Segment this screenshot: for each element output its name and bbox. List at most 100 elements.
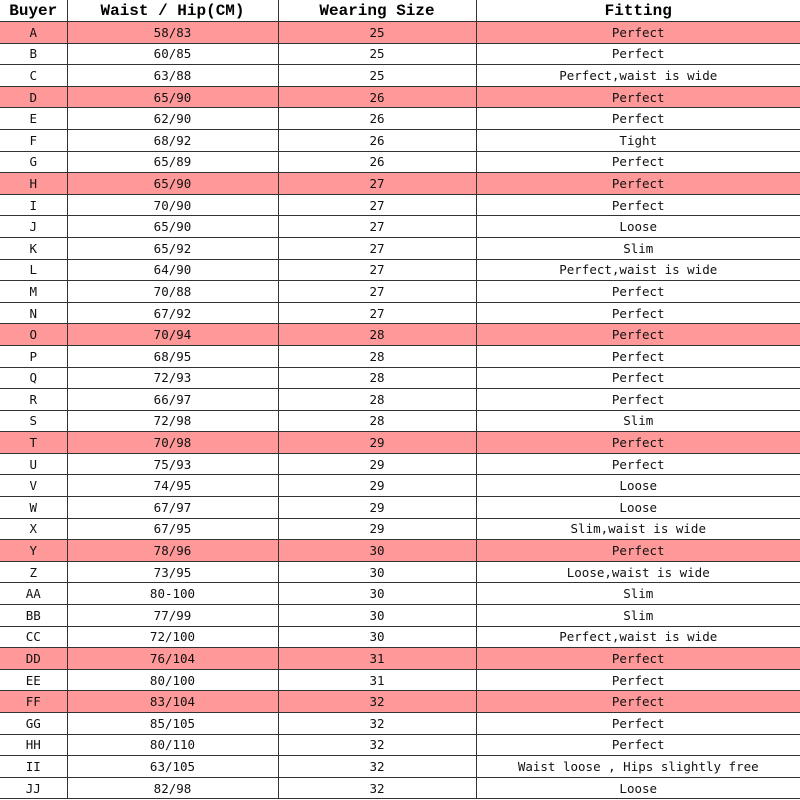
wearing-size-cell: 29	[277, 496, 477, 519]
fitting-cell: Perfect	[475, 85, 800, 109]
buyer-cell: Q	[0, 366, 68, 390]
waist-hip-cell: 72/98	[66, 409, 279, 433]
fitting-cell: Perfect	[475, 668, 800, 692]
buyer-cell: U	[0, 452, 68, 476]
fitting-cell: Loose	[475, 496, 800, 519]
fitting-cell: Slim	[475, 409, 800, 433]
header-buyer: Buyer	[0, 0, 68, 22]
fitting-cell: Perfect	[475, 107, 800, 130]
table-row: X 67/95 29 Slim,waist is wide	[0, 517, 800, 541]
fitting-cell: Perfect	[475, 431, 800, 454]
wearing-size-cell: 30	[277, 625, 477, 649]
waist-hip-cell: 63/105	[66, 755, 279, 778]
buyer-cell: B	[0, 42, 68, 66]
table-row: C 63/88 25 Perfect,waist is wide	[0, 64, 800, 87]
wearing-size-cell: 27	[277, 258, 477, 282]
fitting-cell: Perfect	[475, 366, 800, 390]
buyer-cell: R	[0, 388, 68, 411]
fitting-cell: Perfect,waist is wide	[475, 258, 800, 282]
fitting-cell: Perfect	[475, 150, 800, 174]
table-row: FF 83/104 32 Perfect	[0, 690, 800, 713]
buyer-cell: M	[0, 280, 68, 303]
waist-hip-cell: 82/98	[66, 776, 279, 800]
wearing-size-cell: 32	[277, 733, 477, 757]
wearing-size-cell: 27	[277, 215, 477, 238]
buyer-cell: AA	[0, 582, 68, 606]
wearing-size-cell: 32	[277, 776, 477, 800]
waist-hip-cell: 78/96	[66, 539, 279, 562]
wearing-size-cell: 26	[277, 107, 477, 130]
fitting-cell: Slim	[475, 604, 800, 627]
wearing-size-cell: 27	[277, 193, 477, 217]
waist-hip-cell: 58/83	[66, 21, 279, 44]
buyer-cell: N	[0, 301, 68, 325]
waist-hip-cell: 65/92	[66, 236, 279, 260]
waist-hip-cell: 66/97	[66, 388, 279, 411]
waist-hip-cell: 77/99	[66, 604, 279, 627]
table-row: I 70/90 27 Perfect	[0, 193, 800, 217]
wearing-size-cell: 28	[277, 366, 477, 390]
fitting-cell: Perfect,waist is wide	[475, 625, 800, 649]
table-body: A 58/83 25 Perfect B 60/85 25 Perfect C 63/88 25 Pe…	[0, 21, 800, 800]
waist-hip-cell: 65/90	[66, 215, 279, 238]
wearing-size-cell: 31	[277, 647, 477, 670]
wearing-size-cell: 27	[277, 236, 477, 260]
buyer-cell: BB	[0, 604, 68, 627]
fitting-cell: Loose	[475, 215, 800, 238]
buyer-cell: G	[0, 150, 68, 174]
table-row: II 63/105 32 Waist loose , Hips slightly fr…	[0, 755, 800, 778]
table-row: H 65/90 27 Perfect	[0, 172, 800, 195]
buyer-cell: E	[0, 107, 68, 130]
waist-hip-cell: 65/90	[66, 85, 279, 109]
buyer-cell: O	[0, 323, 68, 346]
waist-hip-cell: 70/94	[66, 323, 279, 346]
wearing-size-cell: 26	[277, 128, 477, 152]
table-row: A 58/83 25 Perfect	[0, 21, 800, 44]
wearing-size-cell: 30	[277, 560, 477, 584]
table-row: Y 78/96 30 Perfect	[0, 539, 800, 562]
table-row: Q 72/93 28 Perfect	[0, 366, 800, 390]
table-row: BB 77/99 30 Slim	[0, 604, 800, 627]
buyer-cell: HH	[0, 733, 68, 757]
fitting-cell: Perfect	[475, 647, 800, 670]
buyer-cell: JJ	[0, 776, 68, 800]
buyer-cell: Y	[0, 539, 68, 562]
waist-hip-cell: 75/93	[66, 452, 279, 476]
waist-hip-cell: 63/88	[66, 64, 279, 87]
wearing-size-cell: 28	[277, 388, 477, 411]
table-row: CC 72/100 30 Perfect,waist is wide	[0, 625, 800, 649]
buyer-cell: DD	[0, 647, 68, 670]
fitting-cell: Slim	[475, 236, 800, 260]
table-row: P 68/95 28 Perfect	[0, 344, 800, 368]
table-row: M 70/88 27 Perfect	[0, 280, 800, 303]
fitting-cell: Perfect	[475, 344, 800, 368]
fitting-cell: Perfect	[475, 323, 800, 346]
waist-hip-cell: 60/85	[66, 42, 279, 66]
header-wearing-size: Wearing Size	[277, 0, 477, 22]
header-fitting: Fitting	[475, 0, 800, 22]
wearing-size-cell: 28	[277, 409, 477, 433]
buyer-cell: D	[0, 85, 68, 109]
waist-hip-cell: 65/90	[66, 172, 279, 195]
fitting-cell: Slim	[475, 582, 800, 606]
fitting-cell: Perfect	[475, 712, 800, 735]
buyer-cell: II	[0, 755, 68, 778]
table-row: GG 85/105 32 Perfect	[0, 712, 800, 735]
wearing-size-cell: 29	[277, 431, 477, 454]
wearing-size-cell: 25	[277, 42, 477, 66]
wearing-size-cell: 28	[277, 344, 477, 368]
wearing-size-cell: 32	[277, 712, 477, 735]
buyer-cell: W	[0, 496, 68, 519]
buyer-cell: X	[0, 517, 68, 541]
wearing-size-cell: 32	[277, 755, 477, 778]
header-row: Buyer Waist / Hip(CM) Wearing Size Fitti…	[0, 0, 800, 22]
buyer-cell: FF	[0, 690, 68, 713]
fitting-cell: Perfect	[475, 388, 800, 411]
wearing-size-cell: 27	[277, 301, 477, 325]
buyer-cell: L	[0, 258, 68, 282]
waist-hip-cell: 62/90	[66, 107, 279, 130]
table-row: HH 80/110 32 Perfect	[0, 733, 800, 757]
fitting-cell: Slim,waist is wide	[475, 517, 800, 541]
buyer-cell: C	[0, 64, 68, 87]
wearing-size-cell: 31	[277, 668, 477, 692]
